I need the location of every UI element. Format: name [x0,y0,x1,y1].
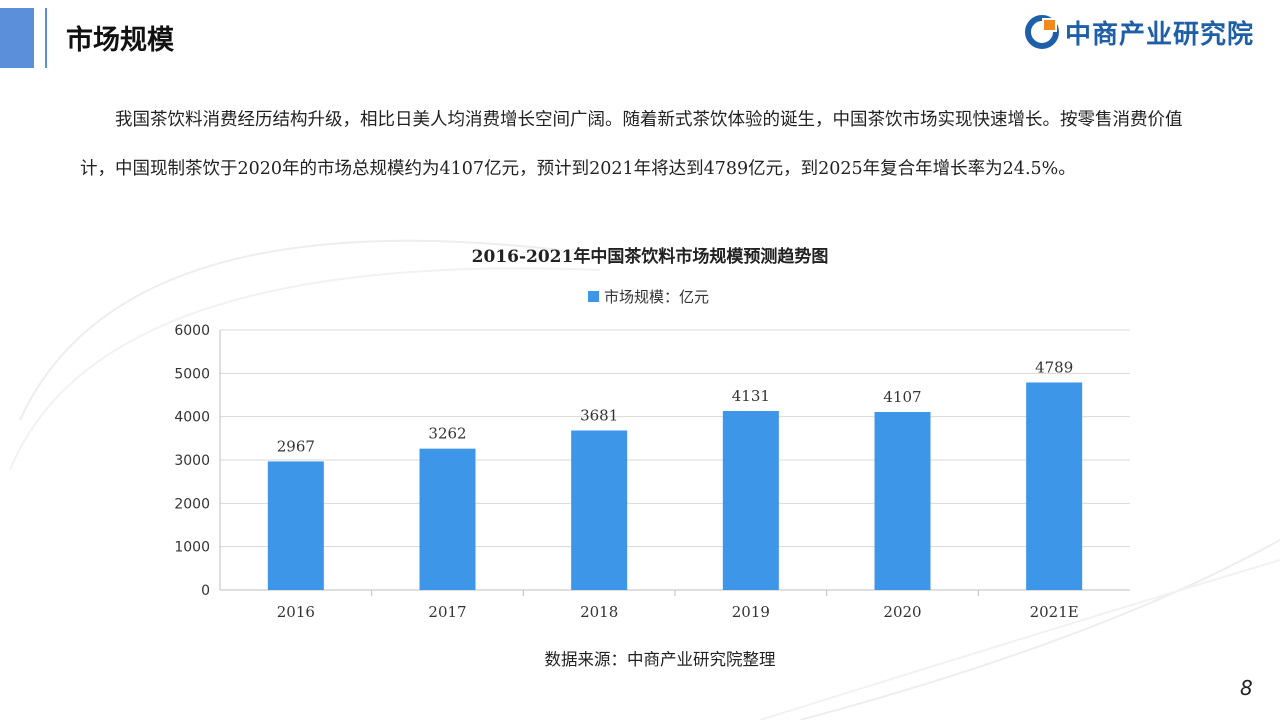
bar [722,410,779,590]
data-label: 4131 [732,387,770,405]
y-tick-label: 4000 [174,410,210,426]
legend-swatch [588,291,599,302]
data-label: 3262 [428,425,466,443]
y-tick-label: 0 [201,583,210,599]
x-tick-label: 2018 [580,603,618,621]
title-accent-bar [0,8,34,68]
data-label: 4107 [883,388,921,406]
y-tick-label: 2000 [174,496,210,512]
data-label: 4789 [1035,358,1073,376]
legend-label: 市场规模：亿元 [604,288,710,306]
grid-lines [220,329,1130,548]
y-tick-label: 1000 [174,540,210,556]
y-tick-label: 6000 [174,323,210,339]
data-label: 2967 [277,437,315,455]
y-tick-label: 5000 [174,366,210,382]
data-label: 3681 [580,406,618,424]
bars [267,382,1083,590]
page-number: 8 [1240,676,1253,700]
data-source: 数据来源：中商产业研究院整理 [544,650,776,669]
logo: 中商产业研究院 [1025,12,1254,52]
x-tick-label: 2021E [1030,603,1079,621]
chart-title: 2016-2021年中国茶饮料市场规模预测趋势图 [471,247,829,267]
bar [419,448,476,590]
logo-text: 中商产业研究院 [1065,19,1255,50]
x-tick-label: 2016 [277,603,315,621]
y-tick-label: 3000 [174,453,210,469]
page-title: 市场规模 [66,25,174,56]
axes [219,330,1130,596]
chart-legend: 市场规模：亿元 [588,286,709,307]
x-tick-label: 2017 [428,603,466,621]
intro-paragraph: 我国茶饮料消费经历结构升级，相比日美人均消费增长空间广阔。随着新式茶饮体验的诞生… [80,110,1183,179]
bar [267,461,324,590]
x-tick-label: 2019 [732,603,770,621]
bar [571,430,628,590]
title-accent-line [45,8,47,68]
x-tick-label: 2020 [883,603,921,621]
bar [874,412,931,590]
logo-icon [1025,15,1059,49]
labels: 0 1000 2000 3000 4000 5000 6000 2967 2016 3262 201… [174,323,1078,621]
bar [1026,382,1083,590]
